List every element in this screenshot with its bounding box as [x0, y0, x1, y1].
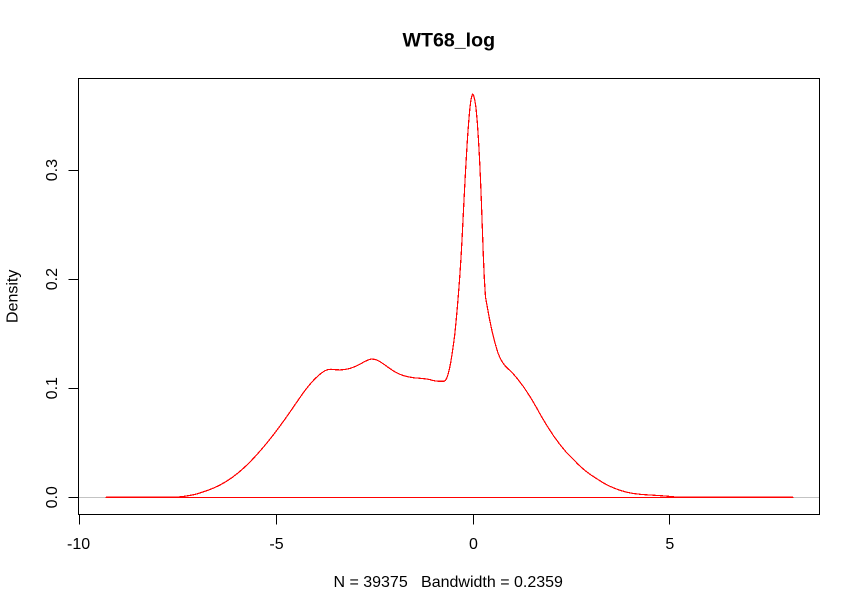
- svg-text:0: 0: [469, 536, 478, 553]
- svg-text:-10: -10: [67, 536, 90, 553]
- svg-text:5: 5: [665, 536, 674, 553]
- svg-text:N = 39375 Bandwidth = 0.2359: N = 39375 Bandwidth = 0.2359: [333, 574, 563, 591]
- svg-text:-5: -5: [269, 536, 283, 553]
- svg-text:0.2: 0.2: [44, 268, 61, 290]
- svg-text:0.0: 0.0: [44, 486, 61, 508]
- svg-text:WT68_log: WT68_log: [403, 29, 496, 51]
- svg-text:0.1: 0.1: [44, 377, 61, 399]
- svg-text:0.3: 0.3: [44, 159, 61, 181]
- svg-text:Density: Density: [5, 270, 22, 323]
